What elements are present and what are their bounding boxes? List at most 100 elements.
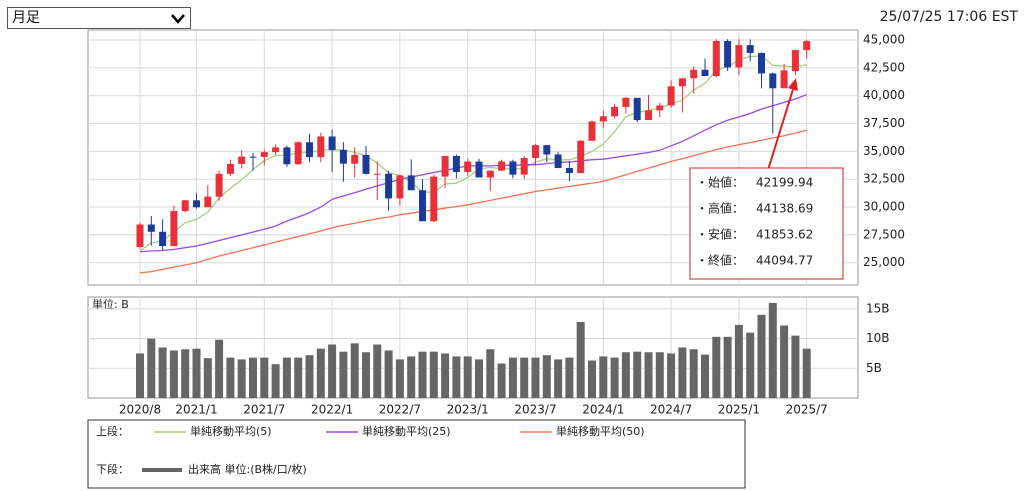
tooltip-value: 41853.62 — [756, 228, 813, 242]
candle-body — [746, 45, 754, 53]
period-select[interactable]: 月足 — [7, 7, 191, 29]
candle-body — [441, 155, 449, 177]
volume-bar — [373, 344, 382, 398]
tooltip-label: ・高値： — [696, 201, 744, 216]
candle-body — [667, 86, 675, 106]
volume-bar — [407, 356, 416, 398]
candle-body — [554, 154, 562, 168]
volume-bar — [147, 338, 156, 398]
volume-bar — [576, 321, 585, 398]
candle-body — [769, 73, 777, 89]
x-tick-label: 2022/7 — [379, 403, 421, 417]
candle-body — [656, 105, 664, 111]
candle-body — [611, 106, 619, 117]
candle-body — [452, 155, 460, 173]
candle-body — [204, 196, 212, 208]
candle-body — [622, 97, 630, 107]
candle-body — [272, 147, 280, 153]
legend-label: 単純移動平均(5) — [190, 424, 272, 438]
volume-bar — [305, 355, 314, 398]
legend-lower: 下段： — [96, 462, 129, 476]
volume-bar — [780, 325, 789, 398]
volume-bar — [701, 354, 709, 398]
plot: 25,000 27,500 30,000 32,500 35,000 37,500 40,0… — [88, 30, 905, 417]
volume-frame — [87, 296, 859, 399]
volume-bar — [802, 348, 811, 398]
candle-body — [249, 156, 257, 158]
tooltip: ・始値： 42199.94 ・高値： 44138.69 ・安値： 41853.6… — [689, 78, 844, 280]
y-tick-label: 40,000 — [863, 88, 905, 102]
volume-bar — [237, 359, 246, 398]
candle-body — [238, 156, 246, 164]
volume-bar — [621, 352, 630, 398]
x-tick-label: 2024/7 — [650, 403, 692, 417]
volume-bar — [678, 347, 687, 398]
volume-bar — [531, 357, 540, 398]
volume-bar — [350, 343, 359, 398]
candle-body — [486, 170, 494, 178]
candle-body — [170, 211, 178, 247]
candle-body — [791, 50, 799, 72]
candle-body — [701, 69, 709, 77]
legend-box — [87, 419, 746, 489]
candle-body — [464, 161, 472, 173]
candle-body — [385, 173, 393, 199]
volume-bar — [746, 332, 755, 398]
tooltip-value: 44094.77 — [756, 254, 813, 268]
candle-body — [758, 52, 765, 74]
volume-bar — [203, 358, 212, 398]
candle-body — [577, 140, 585, 174]
volume-bar — [734, 324, 743, 398]
y-tick-label: 35,000 — [863, 144, 905, 158]
volume-bar — [520, 357, 529, 398]
candle-body — [396, 175, 404, 199]
candle-body — [283, 147, 291, 165]
volume-bar — [328, 344, 337, 398]
volume-bar — [689, 349, 698, 398]
period-value: 月足 — [12, 10, 40, 26]
volume-bar — [169, 350, 178, 398]
price-frame — [87, 29, 859, 286]
volume-bar — [395, 359, 404, 398]
candle-body — [520, 157, 528, 175]
volume-bar — [362, 352, 370, 398]
candle-body — [543, 145, 551, 155]
tooltip-arrow — [767, 85, 795, 171]
x-tick-label: 2025/7 — [786, 403, 828, 417]
volume-bar — [271, 364, 280, 398]
tooltip-value: 44138.69 — [756, 202, 813, 216]
legend-label: 出来高 単位:(B株/口/枚) — [188, 462, 307, 476]
candle-body — [294, 142, 302, 165]
candle-body — [678, 78, 686, 87]
y-tick-label: 42,500 — [863, 60, 905, 74]
candle-body — [215, 173, 223, 197]
volume-bar — [723, 336, 732, 398]
tooltip-label: ・安値： — [696, 227, 744, 242]
moving-average-line — [139, 93, 807, 253]
tooltip-box — [689, 167, 844, 280]
moving-average-line — [139, 55, 807, 252]
candle-body — [407, 175, 415, 191]
candle-body — [147, 224, 155, 232]
volume-bar — [339, 351, 348, 398]
x-tick-label: 2023/7 — [514, 403, 556, 417]
volume-bar — [667, 353, 676, 398]
volume-bar — [655, 352, 664, 398]
candle-body — [317, 136, 325, 158]
y-tick-label: 30,000 — [863, 200, 905, 214]
candle-body — [724, 41, 732, 68]
moving-average-line — [139, 129, 807, 274]
volume-bar — [610, 357, 619, 398]
tooltip-value: 42199.94 — [756, 176, 813, 190]
x-tick-label: 2024/1 — [582, 403, 624, 417]
volume-bar — [757, 314, 766, 398]
x-tick-label: 2023/1 — [447, 403, 489, 417]
volume-unit: 単位: B — [92, 297, 129, 311]
candle-body — [588, 121, 596, 141]
x-tick-label: 2020/8 — [119, 403, 161, 417]
candle-body — [136, 224, 144, 247]
y-tick-label: 32,500 — [863, 172, 905, 186]
y-tick-label: 45,000 — [863, 33, 905, 47]
candle-body — [803, 41, 811, 51]
